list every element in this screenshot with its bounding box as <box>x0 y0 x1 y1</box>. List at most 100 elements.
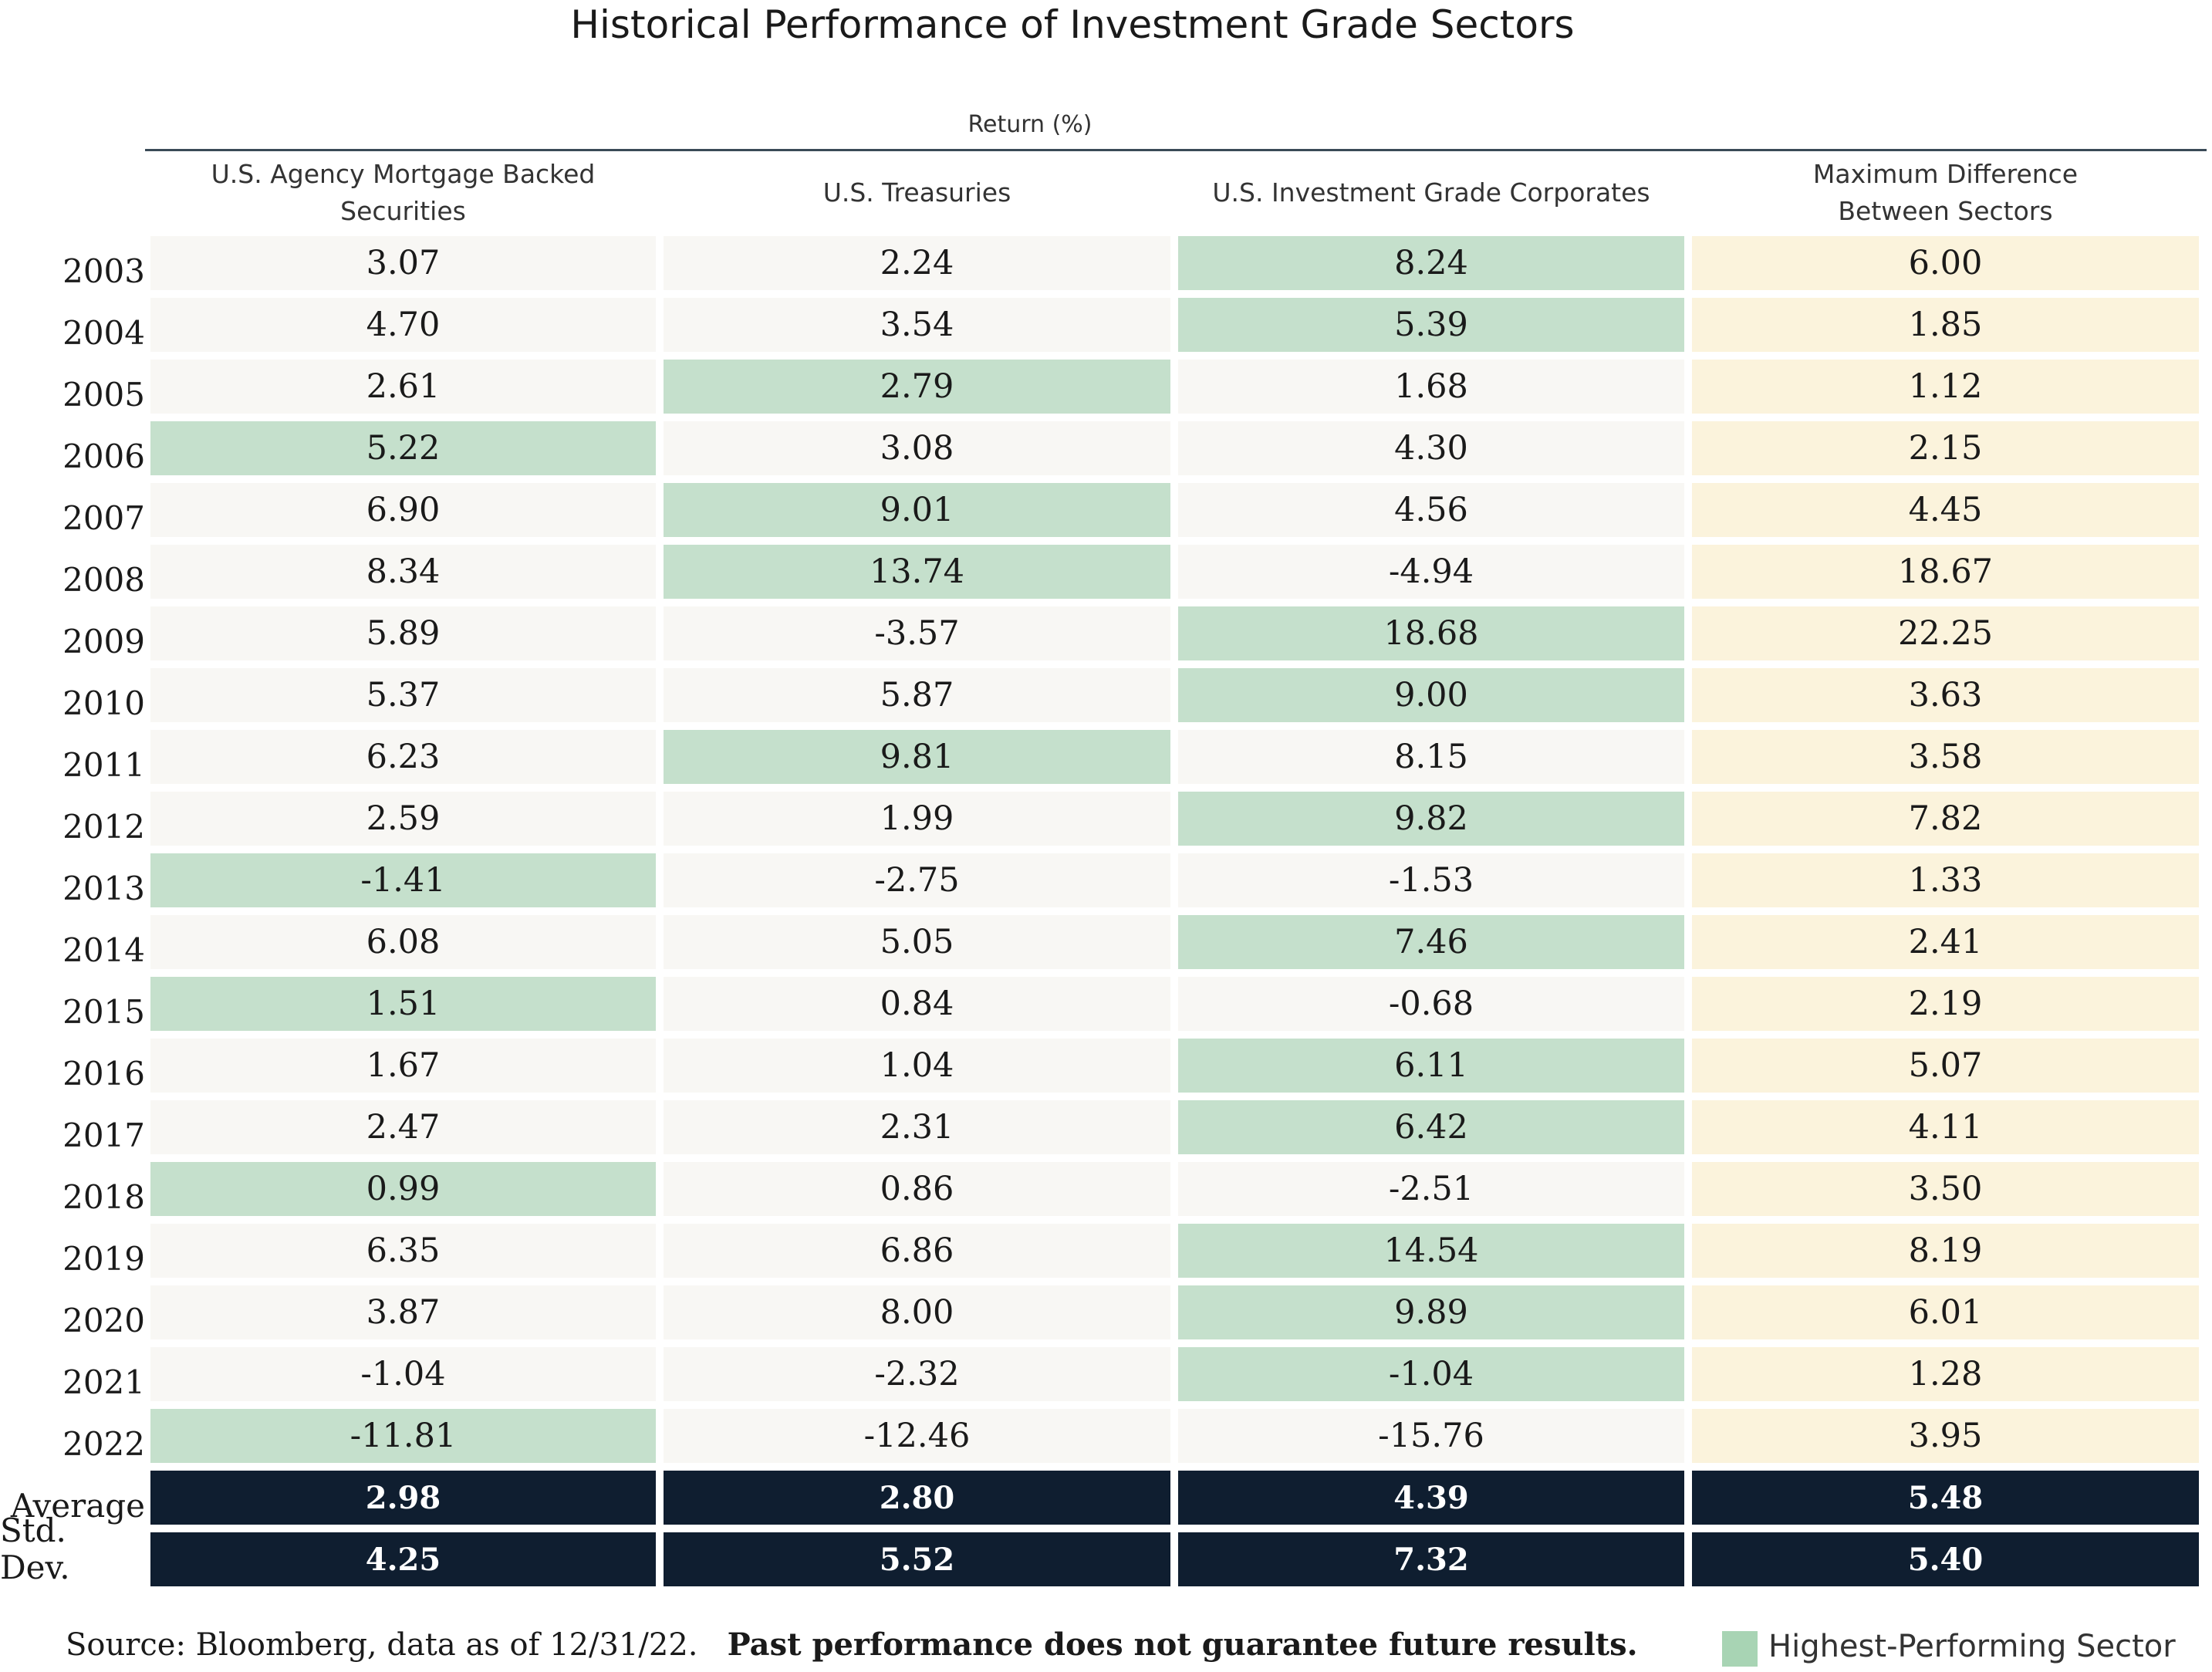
table-cell-treasuries: 9.01 <box>664 483 1170 537</box>
row-label: 2004 <box>62 314 145 352</box>
summary-cell-treasuries: 2.80 <box>664 1471 1170 1525</box>
table-cell-treasuries: 3.54 <box>664 298 1170 352</box>
table-cell-max-difference: 8.19 <box>1692 1224 2199 1278</box>
table-cell-corporates: 18.68 <box>1178 606 1684 660</box>
summary-cell-corporates: 4.39 <box>1178 1471 1684 1525</box>
table-cell-corporates: 14.54 <box>1178 1224 1684 1278</box>
table-cell-mbs: 6.23 <box>150 730 656 784</box>
table-cell-treasuries: 0.84 <box>664 977 1170 1031</box>
row-label: 2006 <box>62 437 145 475</box>
row-label: 2010 <box>62 684 145 722</box>
table-cell-max-difference: 2.41 <box>1692 915 2199 969</box>
table-cell-mbs: 5.22 <box>150 421 656 475</box>
table-cell-corporates: 4.30 <box>1178 421 1684 475</box>
table-cell-corporates: -1.04 <box>1178 1347 1684 1401</box>
column-header-max-difference: Maximum Difference Between Sectors <box>1812 159 2079 226</box>
table-cell-treasuries: 3.08 <box>664 421 1170 475</box>
table-cell-mbs: -11.81 <box>150 1409 656 1463</box>
table-cell-corporates: -2.51 <box>1178 1162 1684 1216</box>
table-cell-max-difference: 5.07 <box>1692 1039 2199 1093</box>
table-cell-corporates: 5.39 <box>1178 298 1684 352</box>
table-cell-mbs: 1.67 <box>150 1039 656 1093</box>
table-cell-treasuries: 2.31 <box>664 1100 1170 1154</box>
table-cell-max-difference: 1.85 <box>1692 298 2199 352</box>
table-cell-mbs: 1.51 <box>150 977 656 1031</box>
table-cell-mbs: 2.61 <box>150 360 656 414</box>
table-cell-treasuries: -12.46 <box>664 1409 1170 1463</box>
row-label: Average <box>10 1487 145 1525</box>
table-cell-corporates: 6.42 <box>1178 1100 1684 1154</box>
legend-label-highest: Highest-Performing Sector <box>1768 1629 2176 1664</box>
row-label: 2022 <box>62 1425 145 1463</box>
table-cell-treasuries: -2.75 <box>664 853 1170 907</box>
row-label: 2003 <box>62 252 145 290</box>
table-cell-mbs: 3.87 <box>150 1285 656 1339</box>
table-cell-max-difference: 1.12 <box>1692 360 2199 414</box>
table-cell-max-difference: 18.67 <box>1692 545 2199 599</box>
column-header-treasuries: U.S. Treasuries <box>822 177 1011 208</box>
table-cell-mbs: -1.04 <box>150 1347 656 1401</box>
table-cell-treasuries: 13.74 <box>664 545 1170 599</box>
table-cell-max-difference: 3.58 <box>1692 730 2199 784</box>
table-cell-corporates: 1.68 <box>1178 360 1684 414</box>
summary-cell-mbs: 4.25 <box>150 1532 656 1586</box>
table-cell-mbs: 6.35 <box>150 1224 656 1278</box>
table-cell-treasuries: 8.00 <box>664 1285 1170 1339</box>
table-cell-mbs: 2.59 <box>150 792 656 846</box>
row-label: 2016 <box>62 1055 145 1093</box>
row-label: 2007 <box>62 499 145 537</box>
table-cell-treasuries: 0.86 <box>664 1162 1170 1216</box>
table-cell-max-difference: 7.82 <box>1692 792 2199 846</box>
table-cell-mbs: 3.07 <box>150 236 656 290</box>
row-label: 2012 <box>62 808 145 846</box>
row-label: 2005 <box>62 376 145 414</box>
table-cell-treasuries: 5.87 <box>664 668 1170 722</box>
table-cell-treasuries: 6.86 <box>664 1224 1170 1278</box>
table-cell-max-difference: 4.45 <box>1692 483 2199 537</box>
table-cell-mbs: 6.08 <box>150 915 656 969</box>
table-cell-treasuries: 9.81 <box>664 730 1170 784</box>
table-cell-max-difference: 1.33 <box>1692 853 2199 907</box>
table-cell-treasuries: -3.57 <box>664 606 1170 660</box>
table-cell-mbs: 0.99 <box>150 1162 656 1216</box>
table-cell-corporates: 9.00 <box>1178 668 1684 722</box>
table-cell-corporates: -1.53 <box>1178 853 1684 907</box>
summary-cell-mbs: 2.98 <box>150 1471 656 1525</box>
row-label: 2008 <box>62 561 145 599</box>
table-cell-mbs: 6.90 <box>150 483 656 537</box>
table-cell-treasuries: 2.24 <box>664 236 1170 290</box>
column-header-corporates: U.S. Investment Grade Corporates <box>1212 177 1650 208</box>
table-cell-corporates: -4.94 <box>1178 545 1684 599</box>
table-cell-corporates: 9.82 <box>1178 792 1684 846</box>
row-label: 2014 <box>62 931 145 969</box>
table-cell-max-difference: 22.25 <box>1692 606 2199 660</box>
table-cell-max-difference: 2.19 <box>1692 977 2199 1031</box>
table-cell-max-difference: 6.00 <box>1692 236 2199 290</box>
table-cell-mbs: 8.34 <box>150 545 656 599</box>
table-cell-mbs: 5.89 <box>150 606 656 660</box>
table-cell-mbs: 4.70 <box>150 298 656 352</box>
table-cell-max-difference: 3.95 <box>1692 1409 2199 1463</box>
legend-swatch-highest <box>1722 1631 1758 1667</box>
row-label: Std. Dev. <box>0 1512 70 1586</box>
row-label: 2017 <box>62 1116 145 1154</box>
table-cell-max-difference: 3.50 <box>1692 1162 2199 1216</box>
table-cell-corporates: 8.15 <box>1178 730 1684 784</box>
table-cell-max-difference: 1.28 <box>1692 1347 2199 1401</box>
footer-note: Source: Bloomberg, data as of 12/31/22. … <box>66 1626 1638 1663</box>
table-cell-max-difference: 6.01 <box>1692 1285 2199 1339</box>
table-cell-corporates: 7.46 <box>1178 915 1684 969</box>
summary-cell-max-difference: 5.40 <box>1692 1532 2199 1586</box>
source-text: Source: Bloomberg, data as of 12/31/22. <box>66 1627 698 1663</box>
summary-cell-corporates: 7.32 <box>1178 1532 1684 1586</box>
table-cell-mbs: 5.37 <box>150 668 656 722</box>
table-cell-corporates: 6.11 <box>1178 1039 1684 1093</box>
row-label: 2018 <box>62 1178 145 1216</box>
table-cell-corporates: 4.56 <box>1178 483 1684 537</box>
table-cell-corporates: 9.89 <box>1178 1285 1684 1339</box>
table-cell-mbs: 2.47 <box>150 1100 656 1154</box>
chart-title: Historical Performance of Investment Gra… <box>570 2 1575 47</box>
table-cell-treasuries: 1.99 <box>664 792 1170 846</box>
table-cell-treasuries: 2.79 <box>664 360 1170 414</box>
table-cell-max-difference: 2.15 <box>1692 421 2199 475</box>
